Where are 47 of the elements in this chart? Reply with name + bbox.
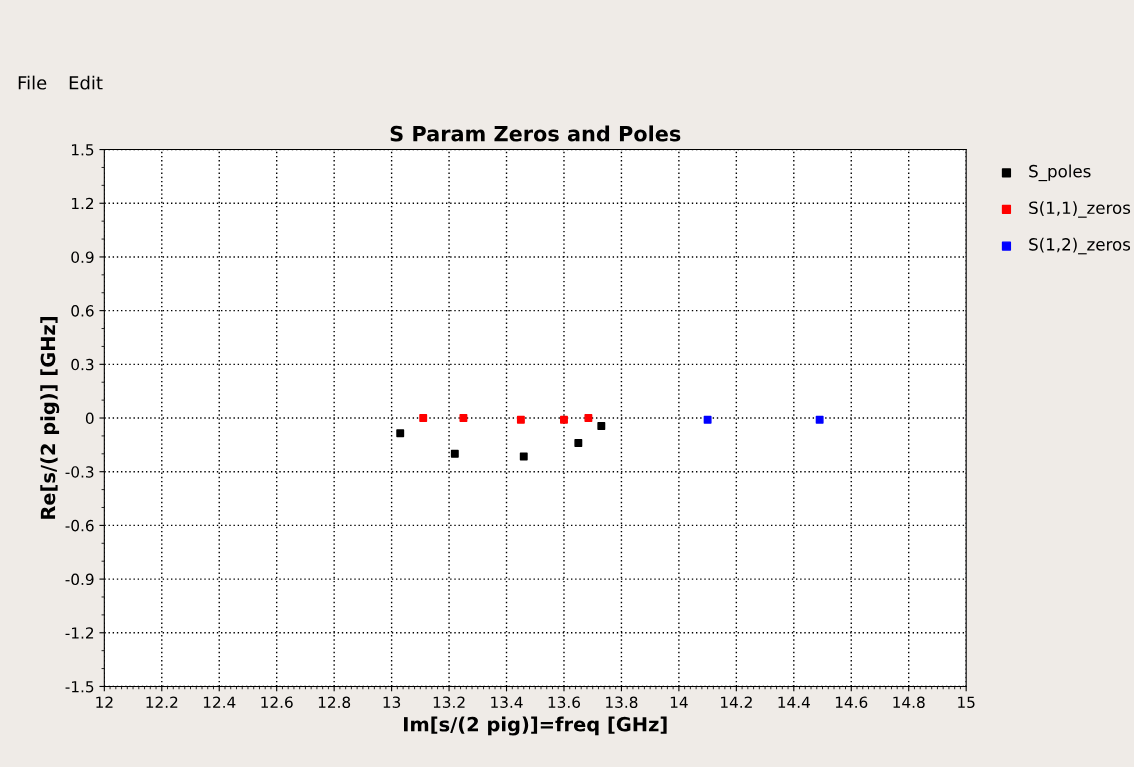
x-tick-label: 12.2 [146, 696, 178, 708]
x-tick-label: 14.8 [893, 696, 925, 709]
y-tick-label: -0.9 [65, 573, 94, 586]
point [419, 414, 428, 422]
x-tick-label: 14 [670, 696, 688, 708]
point [450, 449, 459, 458]
point [516, 415, 525, 424]
x-tick-label: 12.8 [318, 696, 351, 709]
point [703, 415, 712, 424]
y-tick-label: 1.5 [71, 144, 94, 156]
text: Edit [69, 75, 103, 90]
x-tick-label: 12.6 [261, 696, 293, 709]
x-tick-label: 12.4 [203, 696, 236, 708]
point [597, 422, 606, 431]
x-tick-label: 13.8 [606, 696, 638, 709]
y-tick-label: 0.9 [71, 251, 94, 263]
x-tick-label: 12 [96, 696, 113, 708]
x-tick-label: 13.4 [491, 696, 523, 709]
x-tick-label: 13.6 [548, 696, 581, 709]
y-tick-label: 0.3 [71, 358, 94, 371]
y-tick-label: 0 [85, 412, 94, 425]
chart-title: S Param Zeros and Poles [390, 125, 681, 142]
x-tick-label: 14.6 [835, 696, 868, 709]
y-tick-label: -0.6 [65, 519, 94, 532]
y-axis-title: Re[s/(2 pig)] [GHz] [40, 317, 60, 519]
point [396, 429, 405, 438]
point [574, 439, 583, 448]
y-tick-label: -1.2 [65, 627, 94, 639]
legend-label: S_poles [1029, 164, 1091, 182]
y-tick-label: -1.5 [65, 681, 94, 693]
point [560, 415, 568, 424]
legend-label: S(1,1)_zeros [1029, 201, 1131, 218]
point [459, 414, 468, 422]
y-tick-label: -0.3 [65, 466, 94, 478]
x-axis-title: Im[s/(2 pig)]=freq [GHz] [404, 716, 667, 736]
x-tick-label: 13.2 [433, 696, 465, 709]
text: File [18, 75, 47, 90]
point [519, 452, 528, 461]
x-tick-label: 15 [958, 696, 975, 709]
x-tick-label: 14.2 [721, 696, 752, 708]
point [815, 415, 824, 424]
y-tick-label: 1.2 [71, 197, 94, 210]
x-tick-label: 14.4 [778, 696, 810, 708]
point [584, 414, 593, 422]
legend-label: S(1,2)_zeros [1029, 237, 1131, 255]
x-tick-label: 13 [383, 696, 401, 709]
y-tick-label: 0.6 [71, 305, 94, 317]
